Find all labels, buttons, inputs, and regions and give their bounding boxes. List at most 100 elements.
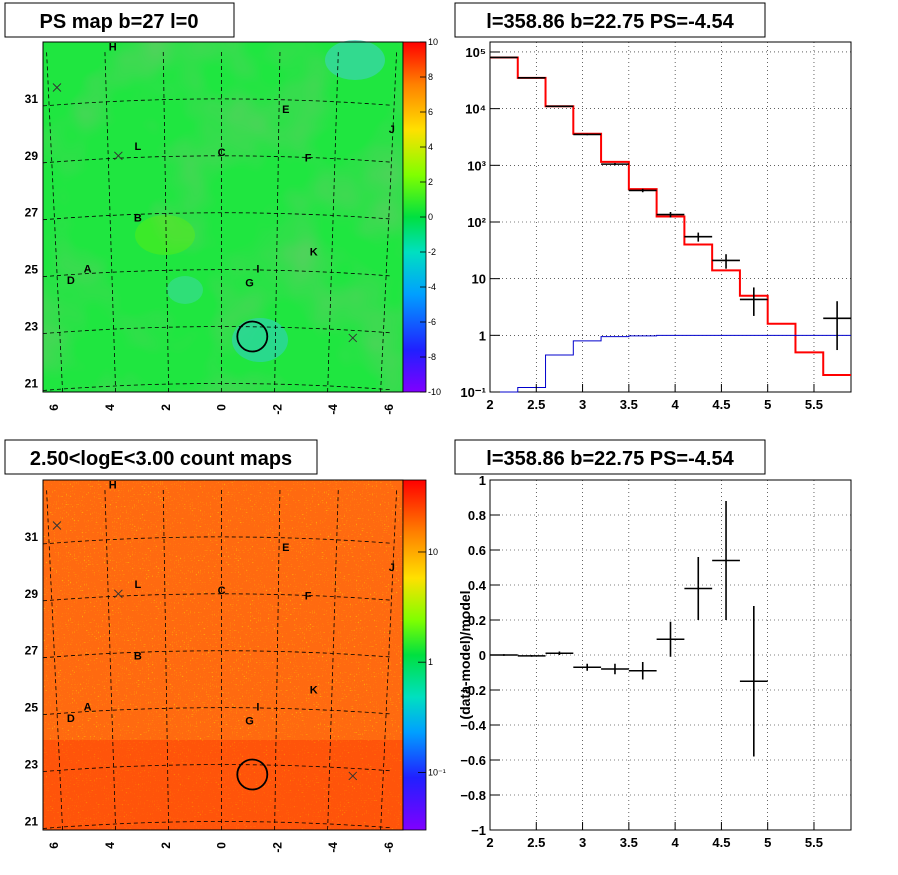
x-tick-label: 4 <box>672 397 680 412</box>
count-map-title-box <box>4 439 318 475</box>
source-label-f: F <box>305 153 312 165</box>
grid-meridian <box>380 50 398 393</box>
y-tick-label: 25 <box>25 701 39 715</box>
y-tick-label: 10⁻¹ <box>460 385 486 400</box>
colorbar-tick-label: 6 <box>428 107 433 117</box>
colorbar-tick-label: -2 <box>428 247 436 257</box>
source-label-k: K <box>310 246 318 258</box>
source-label-e: E <box>282 542 289 554</box>
y-tick-label: 10 <box>472 272 486 287</box>
source-label-g: G <box>245 278 254 290</box>
y-tick-label: −0.4 <box>460 718 486 733</box>
y-tick-label: 23 <box>25 320 39 334</box>
count-map-panel: 2.50<logE<3.00 count maps H E J L C F B K A I D G 6… <box>4 439 446 853</box>
ps-map-title-box <box>4 2 235 38</box>
grid-meridian <box>274 488 281 831</box>
x-tick-label: 5 <box>764 397 771 412</box>
source-label-i: I <box>256 263 259 275</box>
grid-parallel <box>42 326 392 334</box>
x-tick-label: 3 <box>579 397 586 412</box>
y-tick-label: −0.2 <box>460 683 486 698</box>
plot-frame <box>489 41 852 393</box>
colorbar-tick-label: 10 <box>428 547 438 557</box>
source-label-c: C <box>218 585 226 597</box>
x-tick-label: -6 <box>382 842 396 853</box>
x-tick-label: 0 <box>215 404 229 411</box>
x-tick-label: 4.5 <box>712 397 730 412</box>
y-tick-label: −0.6 <box>460 753 486 768</box>
spectrum-plot: 2 2.5 3 3.5 4 4.5 5 5.5 10⁻¹ 1 10 10² 10³ 10⁴ 10⁵ <box>460 41 852 412</box>
source-label-b: B <box>134 650 142 662</box>
x-tick-label: -4 <box>326 404 340 415</box>
y-tick-label: 29 <box>25 587 39 601</box>
grid-parallel <box>42 650 392 659</box>
y-tick-label: 10⁴ <box>465 102 486 117</box>
y-tick-label: 23 <box>25 758 39 772</box>
residual-title-box <box>454 439 766 475</box>
source-cross-marker <box>113 151 123 161</box>
y-tick-label: 21 <box>25 814 39 828</box>
source-cross-marker <box>348 333 358 343</box>
y-tick-label: 25 <box>25 263 39 277</box>
ps-map-source-labels: H E J L C F B K A I D G <box>52 42 395 353</box>
grid-meridian <box>327 50 339 393</box>
y-tick-label: 31 <box>25 530 39 544</box>
source-cross-marker <box>52 83 62 92</box>
source-label-f: F <box>305 591 312 603</box>
colorbar-tick-label: 10⁻¹ <box>428 767 446 777</box>
source-label-j: J <box>389 562 395 574</box>
y-tick-label: 0 <box>479 648 486 663</box>
colorbar-tick-label: 2 <box>428 177 433 187</box>
y-tick-label: 0.2 <box>468 613 486 628</box>
x-tick-label: 2.5 <box>527 397 545 412</box>
colorbar-tick-label: -10 <box>428 387 441 397</box>
y-tick-label: 10⁵ <box>465 45 486 60</box>
ps-map-title: PS map b=27 l=0 <box>40 11 199 33</box>
source-label-h: H <box>109 42 117 54</box>
source-label-d: D <box>67 713 75 725</box>
spectrum-panel: l=358.86 b=22.75 PS=-4.54 2 2.5 3 3.5 4 4.5 5 5… <box>454 2 852 412</box>
grid-parallel <box>42 98 392 107</box>
x-tick-label: 3.5 <box>620 397 638 412</box>
source-label-b: B <box>134 212 142 224</box>
grid-parallel <box>42 155 392 164</box>
source-cross-marker <box>348 771 358 781</box>
x-tick-label: 2 <box>159 842 173 849</box>
ps-map-image <box>43 40 403 392</box>
grid-meridian <box>46 50 63 393</box>
source-cross-marker <box>52 521 62 530</box>
source-label-c: C <box>218 147 226 159</box>
x-tick-label: 2 <box>486 835 493 850</box>
grid-meridian <box>104 50 116 393</box>
x-tick-label: 0 <box>215 842 229 849</box>
ps-circle-marker <box>236 758 269 791</box>
grid-parallel <box>42 764 392 772</box>
x-tick-label: 4 <box>672 835 680 850</box>
colorbar-tick-label: -6 <box>428 317 436 327</box>
count-map-coordinate-grid <box>42 488 398 831</box>
residual-panel: l=358.86 b=22.75 PS=-4.54 (data-model)/m… <box>454 439 852 850</box>
x-tick-label: 6 <box>47 842 61 849</box>
ps-map-axes: 6 4 2 0 -2 -4 -6 21 23 25 27 29 31 <box>25 92 396 415</box>
y-tick-label: −0.8 <box>460 788 486 803</box>
grid-meridian <box>162 50 169 393</box>
grid-parallel <box>42 212 392 221</box>
y-tick-label: 27 <box>25 206 39 220</box>
source-cross-marker <box>113 589 123 599</box>
residual-plot: 2 2.5 3 3.5 4 4.5 5 5.5 −1 −0.8 −0.6 −0.4 −0.2 0 0.2 0.… <box>460 473 852 850</box>
x-tick-label: 4 <box>103 404 117 411</box>
count-colorbar <box>402 479 427 831</box>
grid-parallel <box>42 593 392 602</box>
ps-circle-marker <box>236 320 269 353</box>
grid-meridian <box>380 488 398 831</box>
y-tick-label: 1 <box>479 473 486 488</box>
grid-parallel <box>42 536 392 545</box>
spectrum-title-box <box>454 2 766 38</box>
count-map-source-labels: H E J L C F B K A I D G <box>52 480 395 791</box>
grid-meridian <box>162 488 169 831</box>
y-tick-label: 0.4 <box>468 578 487 593</box>
source-label-l: L <box>135 579 142 591</box>
grid-parallel <box>42 707 392 715</box>
x-tick-label: 4.5 <box>712 835 730 850</box>
